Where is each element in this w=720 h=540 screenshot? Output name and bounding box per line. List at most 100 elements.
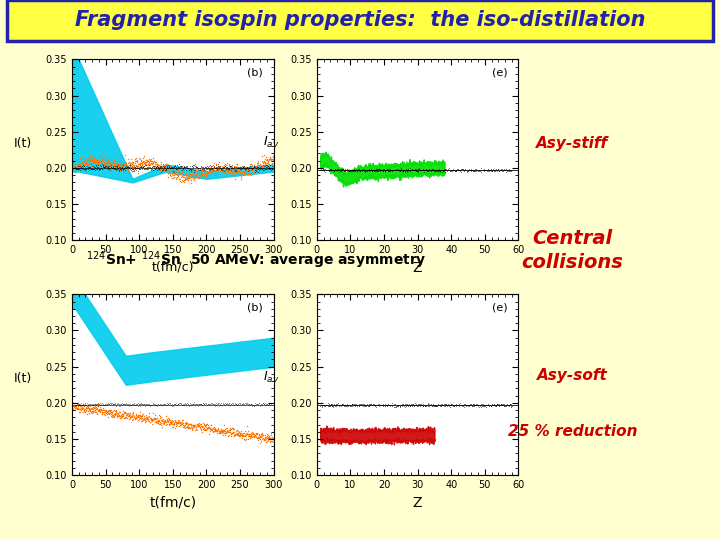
Point (139, 161, 150, 170)
Point (114, 164, 125, 173)
Point (327, 402, 338, 410)
Point (183, 171, 194, 180)
Point (226, 163, 238, 172)
Point (116, 161, 127, 170)
Point (139, 418, 150, 427)
Point (83, 404, 94, 413)
Point (130, 153, 141, 162)
Point (198, 420, 210, 429)
Point (348, 166, 359, 174)
Point (142, 161, 153, 170)
Point (261, 154, 273, 163)
Point (86, 408, 97, 416)
Point (199, 173, 210, 181)
Point (255, 163, 266, 171)
Point (404, 400, 415, 409)
Point (438, 401, 449, 409)
Point (80, 165, 91, 173)
Point (109, 162, 120, 171)
Point (267, 437, 279, 446)
Point (175, 178, 186, 186)
Point (91, 404, 103, 413)
Point (317, 401, 328, 410)
Point (150, 400, 161, 409)
Point (94, 164, 105, 172)
Point (237, 431, 248, 440)
Point (178, 178, 189, 187)
Point (356, 165, 368, 174)
Point (243, 400, 255, 408)
Point (130, 164, 142, 172)
Point (266, 165, 277, 174)
Point (341, 166, 352, 174)
Point (132, 162, 143, 171)
Point (181, 419, 193, 428)
Point (76, 162, 87, 171)
Point (140, 160, 152, 169)
Point (95, 406, 107, 415)
Point (218, 421, 230, 429)
Point (114, 163, 126, 172)
Point (190, 422, 202, 431)
Point (200, 423, 212, 431)
Point (445, 400, 456, 409)
Point (253, 436, 264, 444)
Point (480, 402, 491, 410)
Point (135, 163, 146, 171)
Point (126, 163, 138, 171)
Point (99, 406, 110, 415)
Point (501, 400, 513, 409)
Point (445, 166, 456, 175)
Point (502, 165, 513, 174)
Point (103, 400, 114, 409)
Point (155, 158, 166, 167)
Point (99, 158, 111, 167)
Point (256, 164, 267, 172)
Point (256, 164, 268, 173)
Point (489, 166, 500, 175)
Point (135, 399, 147, 408)
Point (168, 420, 179, 429)
Point (79, 400, 91, 408)
Point (246, 400, 257, 409)
Point (495, 401, 506, 409)
Point (485, 166, 496, 174)
Point (326, 400, 338, 409)
Point (453, 401, 464, 410)
Point (239, 399, 251, 408)
Point (481, 166, 492, 174)
Point (257, 158, 269, 167)
Point (331, 401, 343, 409)
Point (348, 401, 360, 410)
Point (339, 166, 351, 174)
Point (357, 400, 369, 408)
Point (117, 161, 128, 170)
Point (91, 165, 102, 173)
Point (80, 154, 91, 163)
Point (202, 400, 213, 408)
Point (231, 401, 243, 409)
Point (503, 167, 515, 176)
Point (154, 163, 166, 172)
Point (71, 164, 82, 173)
Point (500, 165, 512, 173)
Point (82, 154, 94, 163)
Point (189, 160, 201, 168)
Point (342, 402, 354, 410)
Point (127, 408, 138, 417)
Point (352, 166, 364, 174)
Point (416, 166, 428, 174)
Point (97, 157, 109, 165)
Point (193, 168, 204, 177)
Point (140, 159, 151, 167)
Point (208, 401, 220, 409)
Point (220, 170, 231, 179)
Point (266, 399, 277, 408)
Point (196, 422, 207, 431)
Point (138, 152, 150, 161)
Point (211, 400, 222, 409)
Point (222, 163, 233, 172)
Point (158, 418, 170, 427)
Point (238, 163, 250, 172)
Point (174, 164, 185, 172)
